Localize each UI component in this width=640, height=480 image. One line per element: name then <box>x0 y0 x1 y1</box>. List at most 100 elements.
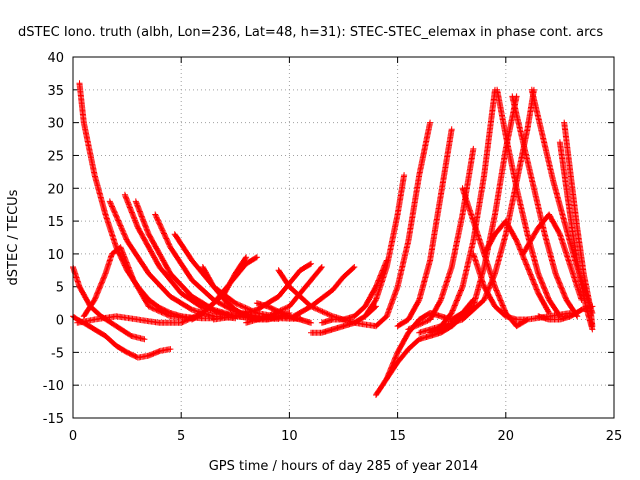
series-2 <box>70 313 174 361</box>
series-segment <box>502 132 520 190</box>
series-segment <box>405 173 422 244</box>
series-segment <box>243 313 270 326</box>
series-segment <box>383 350 401 382</box>
series-segment <box>264 303 281 315</box>
series-segment <box>567 307 584 320</box>
series-segment <box>221 274 238 293</box>
series-segment <box>145 296 162 310</box>
series-segment <box>308 287 335 310</box>
series-segment <box>70 264 83 289</box>
series-14 <box>243 264 325 326</box>
series-segment <box>340 264 357 280</box>
series-segment <box>145 231 173 276</box>
data-point <box>427 119 434 126</box>
series-30 <box>494 86 563 320</box>
series-24 <box>394 126 455 330</box>
x-tick-label: 10 <box>281 429 298 444</box>
series-segment <box>394 239 412 290</box>
series-segment <box>502 218 519 243</box>
series-segment <box>492 147 509 218</box>
series-segment <box>210 288 227 307</box>
series-35 <box>520 211 585 303</box>
series-segment <box>124 237 151 276</box>
series-segment <box>113 323 134 339</box>
series-segment <box>528 86 546 138</box>
series-segment <box>563 185 576 236</box>
series-segment <box>121 191 141 230</box>
series-12 <box>189 254 260 323</box>
series-segment <box>405 317 432 333</box>
series-segment <box>102 333 119 348</box>
series-segment <box>539 132 557 184</box>
series-segment <box>373 376 390 398</box>
series-segment <box>416 323 443 336</box>
data-point <box>567 309 574 316</box>
series-segment <box>106 198 130 243</box>
series-segment <box>569 231 583 276</box>
data-point <box>308 319 315 326</box>
series-segment <box>362 297 379 320</box>
series-segment <box>318 316 335 326</box>
series-segment <box>556 231 574 269</box>
series-segment <box>437 316 465 330</box>
series-segment <box>394 330 411 356</box>
series-23 <box>373 119 434 330</box>
y-tick-label: 20 <box>47 182 64 197</box>
series-segment <box>132 198 152 236</box>
series-segment <box>171 231 195 263</box>
series-segment <box>481 88 498 179</box>
data-point <box>578 296 585 303</box>
series-segment <box>552 270 569 302</box>
series-segment <box>427 193 444 264</box>
series-segment <box>561 119 574 177</box>
series-segment <box>394 173 407 218</box>
series-segment <box>351 313 368 326</box>
x-tick-label: 15 <box>389 429 406 444</box>
series-segment <box>74 316 97 326</box>
series-segment <box>145 303 173 319</box>
series-segment <box>580 270 593 309</box>
series-segment <box>541 231 559 276</box>
series-segment <box>437 265 455 303</box>
data-point <box>401 172 408 179</box>
series-segment <box>297 261 313 274</box>
series-segment <box>329 274 346 293</box>
series-segment <box>513 237 530 269</box>
data-point <box>141 336 148 343</box>
y-tick-label: 15 <box>47 215 64 230</box>
series-segment <box>448 212 466 270</box>
series-segment <box>513 185 531 236</box>
data-point <box>351 264 358 271</box>
series-segment <box>199 301 216 316</box>
series-segment <box>416 258 433 303</box>
series-segment <box>427 298 444 323</box>
series-segment <box>80 119 98 177</box>
series-segment <box>383 212 401 270</box>
series-segment <box>509 93 526 144</box>
series-segment <box>524 264 541 295</box>
series-segment <box>152 211 173 250</box>
series-segment <box>373 314 389 330</box>
series-segment <box>550 178 567 223</box>
series-segment <box>383 285 401 320</box>
series-segment <box>167 244 195 282</box>
y-tick-label: -10 <box>43 379 64 394</box>
series-36 <box>481 218 553 316</box>
series-segment <box>189 310 205 323</box>
series-segment <box>76 80 87 125</box>
series-segment <box>80 297 97 320</box>
y-tick-label: 25 <box>47 149 64 164</box>
x-axis-label: GPS time / hours of day 285 of year 2014 <box>209 459 479 474</box>
series-segment <box>567 264 585 302</box>
series-segment <box>520 139 537 190</box>
series-segment <box>102 211 119 249</box>
series-segment <box>134 316 162 326</box>
y-tick-label: -15 <box>43 412 64 427</box>
data-point <box>589 303 596 310</box>
series-segment <box>481 232 498 257</box>
series-segment <box>275 267 292 289</box>
y-tick-label: 30 <box>47 117 64 132</box>
series-segment <box>448 285 465 316</box>
chart-title: dSTEC Iono. truth (albh, Lon=236, Lat=48… <box>18 25 603 40</box>
series-38 <box>470 250 574 323</box>
